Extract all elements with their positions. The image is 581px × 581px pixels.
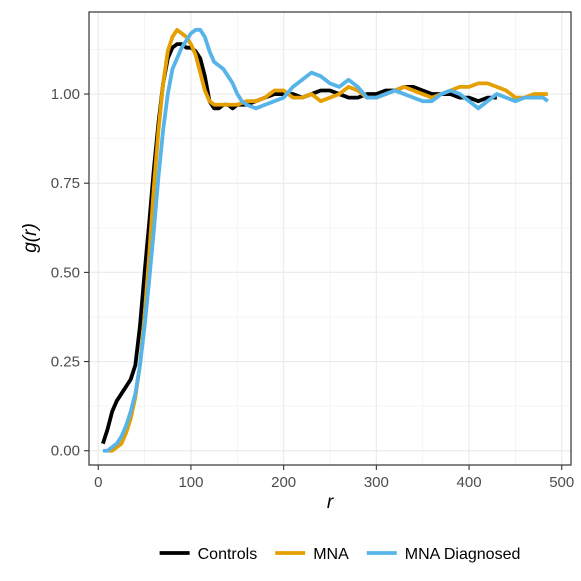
series-layer: [101, 27, 549, 453]
legend-label: MNA Diagnosed: [405, 546, 521, 563]
series-line-mna-diagnosed: [102, 27, 549, 453]
legend-label: MNA: [313, 546, 349, 563]
x-tick-label: 100: [178, 474, 203, 491]
y-tick-label: 0.00: [51, 443, 80, 460]
x-tick-label: 0: [94, 474, 102, 491]
y-tick-label: 0.50: [51, 264, 80, 281]
y-axis-title: g(r): [20, 223, 41, 253]
x-axis: 0 100 200 300 400 500: [94, 465, 574, 491]
x-tick-label: 200: [271, 474, 296, 491]
y-tick-label: 1.00: [51, 86, 80, 103]
x-tick-label: 300: [364, 474, 389, 491]
panel-border: [88, 11, 572, 466]
legend-label: Controls: [198, 546, 258, 563]
y-tick-label: 0.25: [51, 354, 80, 371]
y-axis: 0.00 0.25 0.50 0.75 1.00: [51, 86, 89, 460]
x-tick-label: 500: [549, 474, 574, 491]
x-axis-title: r: [327, 492, 334, 513]
y-tick-label: 0.75: [51, 175, 80, 192]
series-line-mna: [107, 27, 548, 453]
x-tick-label: 400: [457, 474, 482, 491]
grid-minor: [89, 12, 571, 465]
legend: Controls MNA MNA Diagnosed: [159, 546, 521, 563]
